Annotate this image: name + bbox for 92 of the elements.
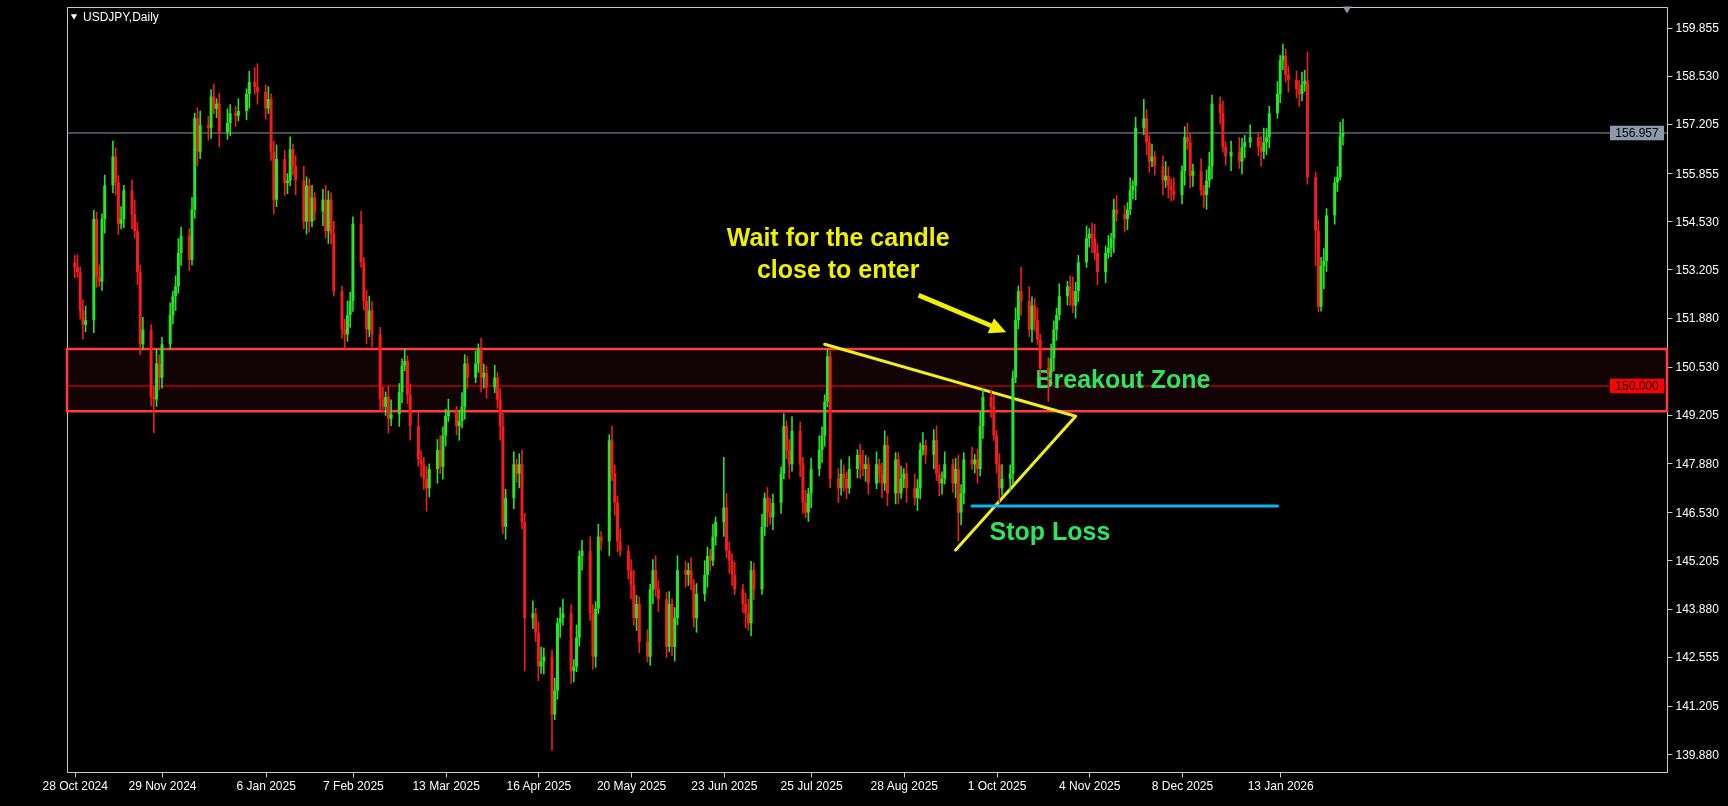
candlestick xyxy=(1142,98,1146,136)
candlestick xyxy=(1229,140,1233,172)
candlestick xyxy=(771,492,775,531)
y-tick-label: 150.530 xyxy=(1675,360,1720,375)
candlestick xyxy=(1191,162,1195,188)
candlestick xyxy=(932,428,936,471)
candlestick xyxy=(1262,126,1266,160)
y-tick-label: 139.880 xyxy=(1675,747,1720,762)
candlestick xyxy=(1123,204,1127,233)
candlestick xyxy=(465,355,469,390)
y-tick-label: 147.880 xyxy=(1675,456,1720,471)
x-tick-label: 13 Mar 2025 xyxy=(412,778,481,793)
candlestick xyxy=(482,363,486,390)
candlestick xyxy=(875,450,879,490)
y-tick-label: 143.880 xyxy=(1675,602,1720,617)
ref-line-label: 156.957 xyxy=(1615,125,1660,140)
y-tick-label: 158.530 xyxy=(1675,69,1720,84)
x-tick-label: 8 Dec 2025 xyxy=(1151,778,1214,793)
candlestick xyxy=(236,97,240,123)
x-tick-label: 1 Oct 2025 xyxy=(967,778,1027,793)
candlestick xyxy=(215,97,219,119)
candlestick xyxy=(1248,123,1252,149)
y-tick-label: 145.205 xyxy=(1675,553,1720,568)
candlestick xyxy=(531,599,535,630)
candlestick xyxy=(1071,275,1075,314)
candlestick xyxy=(858,443,862,480)
x-tick-label: 25 Jul 2025 xyxy=(780,778,843,793)
candlestick xyxy=(913,472,917,507)
candlestick xyxy=(1172,176,1176,202)
chart-title: USDJPY,Daily xyxy=(83,10,159,24)
y-tick-label: 146.530 xyxy=(1675,505,1720,520)
candlestick xyxy=(321,188,325,227)
y-tick-label: 153.205 xyxy=(1675,262,1720,277)
candlestick xyxy=(635,594,639,632)
y-tick-label: 151.880 xyxy=(1675,311,1720,326)
candlestick xyxy=(255,62,259,106)
candlestick xyxy=(493,364,497,394)
candlestick xyxy=(899,465,903,500)
candlestick xyxy=(1019,266,1023,317)
candlestick xyxy=(539,646,543,675)
y-tick-label: 154.530 xyxy=(1675,214,1720,229)
candlestick xyxy=(435,438,439,485)
series-label: Stop Loss xyxy=(989,517,1111,546)
y-tick-label: 141.205 xyxy=(1675,699,1720,714)
candlestick xyxy=(1065,280,1069,307)
candlestick xyxy=(141,316,145,351)
candlestick xyxy=(861,448,865,478)
x-tick-label: 28 Aug 2025 xyxy=(870,778,939,793)
candlestick xyxy=(1000,463,1004,497)
x-tick-label: 23 Jun 2025 xyxy=(691,778,758,793)
candlestick xyxy=(84,304,88,334)
candlestick xyxy=(924,438,928,465)
candlestick xyxy=(855,448,859,479)
candlestick xyxy=(1237,136,1241,170)
x-tick-label: 28 Oct 2024 xyxy=(42,778,109,793)
candlestick xyxy=(905,462,909,504)
candlestick xyxy=(225,107,229,141)
candlestick xyxy=(847,455,851,495)
candlestick xyxy=(389,398,393,427)
candlestick xyxy=(206,115,210,142)
candlestick xyxy=(836,467,840,504)
y-tick-label: 159.855 xyxy=(1675,21,1720,36)
y-tick-label: 155.855 xyxy=(1675,166,1720,181)
candlestick xyxy=(264,83,268,121)
candlestick xyxy=(645,628,649,663)
candlestick xyxy=(1153,150,1157,177)
candlestick xyxy=(485,364,489,400)
x-tick-label: 7 Feb 2025 xyxy=(323,778,385,793)
annotation: Wait for the candle close to enter xyxy=(726,223,950,284)
x-tick-label: 20 May 2025 xyxy=(596,778,667,793)
candlestick xyxy=(951,458,955,494)
x-tick-label: 16 Apr 2025 xyxy=(506,778,572,793)
candlestick xyxy=(157,353,161,392)
x-tick-label: 29 Nov 2024 xyxy=(128,778,197,793)
candlestick xyxy=(722,456,726,538)
y-tick-label: 157.205 xyxy=(1675,117,1720,132)
candlestick xyxy=(866,456,870,496)
candlestick xyxy=(1166,165,1170,200)
candlestick xyxy=(212,82,216,116)
y-tick-label: 149.205 xyxy=(1675,408,1720,423)
candlestick xyxy=(313,191,317,222)
candlestick xyxy=(1300,70,1304,103)
x-tick-label: 13 Jan 2026 xyxy=(1247,778,1315,793)
x-tick-label: 4 Nov 2025 xyxy=(1059,778,1121,793)
x-tick-label: 6 Jan 2025 xyxy=(236,778,297,793)
candlestick xyxy=(1161,154,1165,196)
candlestick xyxy=(386,385,390,435)
y-tick-label: 142.555 xyxy=(1675,650,1720,665)
candlestick xyxy=(228,103,232,137)
ref-line-label: 150.000 xyxy=(1615,379,1660,394)
candlestick xyxy=(1240,137,1244,176)
candlestick xyxy=(752,562,756,602)
